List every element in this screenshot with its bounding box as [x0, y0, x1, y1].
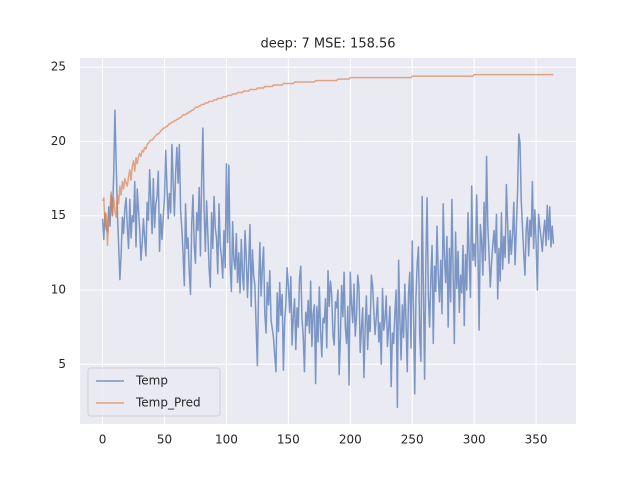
x-tick-label: 50 [157, 433, 172, 447]
chart-title: deep: 7 MSE: 158.56 [260, 37, 395, 52]
legend-label: Temp_Pred [135, 396, 201, 410]
x-tick-label: 350 [525, 433, 548, 447]
x-tick-label: 300 [463, 433, 486, 447]
y-tick-label: 20 [51, 134, 66, 148]
series-line [101, 73, 554, 247]
y-tick-label: 15 [51, 208, 66, 222]
y-tick-label: 10 [51, 283, 66, 297]
legend-label: Temp [135, 374, 168, 388]
y-tick-label: 5 [58, 357, 66, 371]
legend-box [87, 367, 221, 417]
series-line [101, 109, 555, 409]
y-tick-label: 25 [51, 60, 66, 74]
x-tick-label: 0 [99, 433, 107, 447]
x-tick-label: 150 [277, 433, 300, 447]
legend: Temp Temp_Pred [87, 367, 221, 417]
x-tick-label: 250 [401, 433, 424, 447]
x-tick-label: 200 [339, 433, 362, 447]
x-tick-label: 100 [215, 433, 238, 447]
